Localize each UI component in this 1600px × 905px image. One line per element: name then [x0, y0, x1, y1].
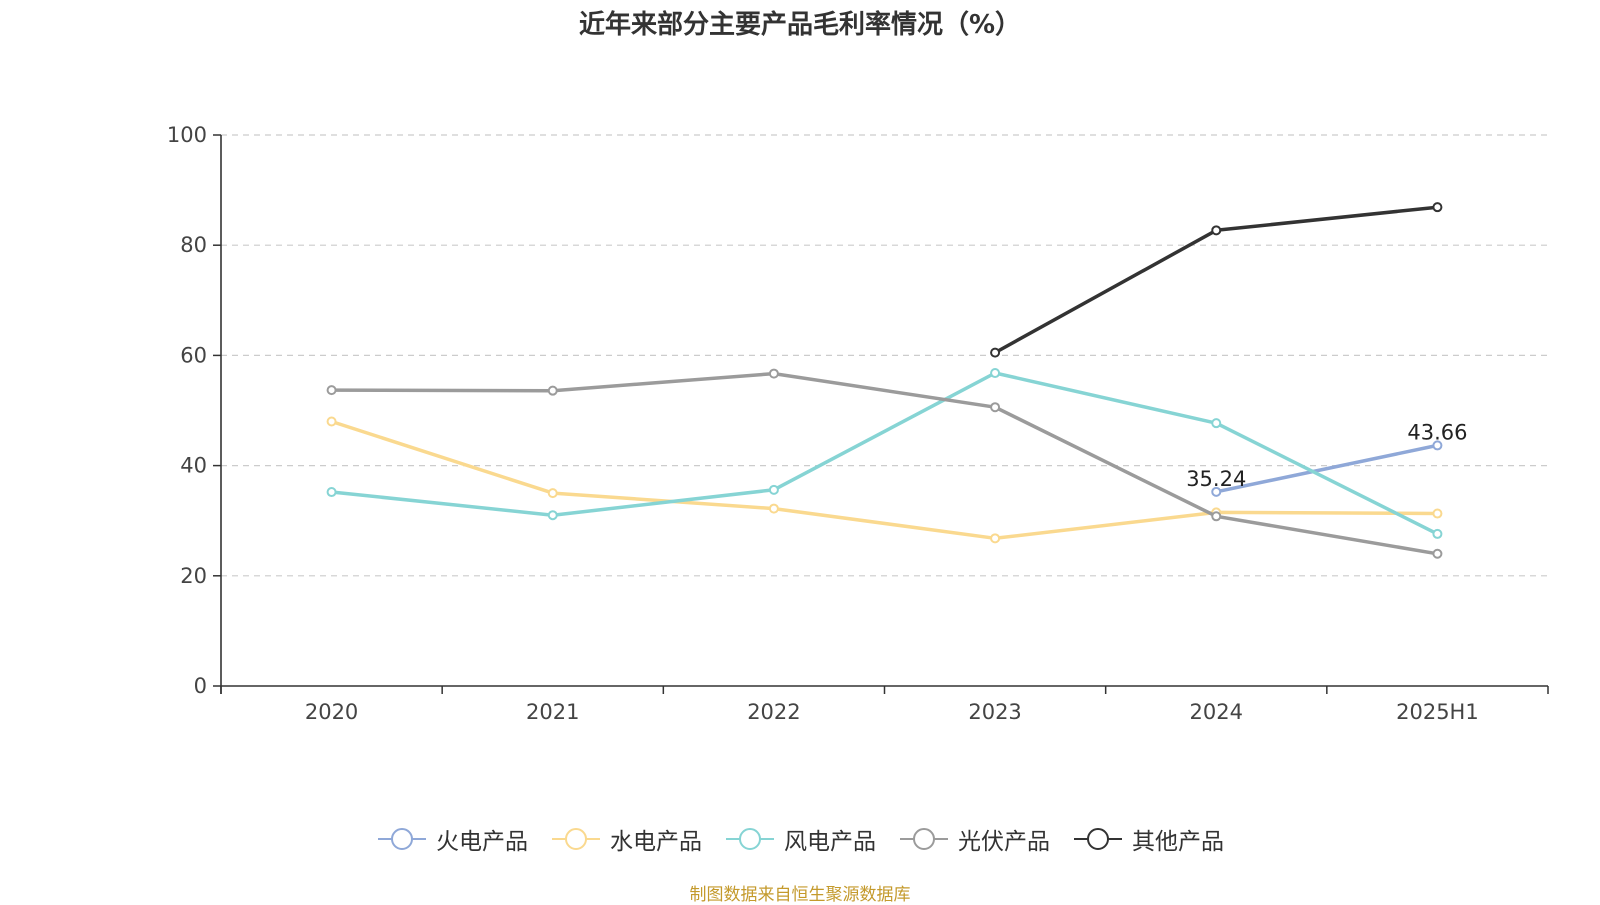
- series-line: [329, 371, 1440, 556]
- legend-item[interactable]: 风电产品: [724, 822, 876, 856]
- data-point: [326, 385, 337, 396]
- legend-marker-icon: [552, 828, 600, 850]
- legend-marker-icon: [1074, 828, 1122, 850]
- data-point: [1211, 225, 1222, 236]
- data-point: [990, 402, 1001, 413]
- legend-item[interactable]: 水电产品: [550, 822, 702, 856]
- legend-marker-icon: [378, 828, 426, 850]
- series-lines: [326, 202, 1443, 559]
- grid-lines: [221, 134, 1548, 577]
- data-point: [326, 416, 337, 427]
- data-point: [768, 503, 779, 514]
- series-line: [329, 371, 1440, 536]
- y-tick-label: 60: [180, 343, 207, 367]
- legend-label: 水电产品: [610, 829, 702, 855]
- series-2: [326, 368, 1443, 539]
- data-point: [547, 385, 558, 396]
- chart-title: 近年来部分主要产品毛利率情况（%）: [578, 10, 1022, 40]
- data-point: [1432, 548, 1443, 559]
- data-point: [326, 487, 337, 498]
- data-point: [990, 368, 1001, 379]
- data-point: [768, 368, 779, 379]
- data-point: [1211, 486, 1222, 497]
- data-point: [1211, 511, 1222, 522]
- data-point: [547, 488, 558, 499]
- data-point: [1432, 202, 1443, 213]
- data-point: [1211, 418, 1222, 429]
- y-tick-label: 100: [167, 123, 207, 147]
- data-point: [990, 347, 1001, 358]
- series-0: [1211, 440, 1443, 497]
- legend-label: 火电产品: [436, 829, 528, 855]
- x-tick-label: 2024: [1190, 700, 1243, 724]
- series-4: [990, 202, 1443, 358]
- y-tick-label: 40: [180, 454, 207, 478]
- axes: 0 20 40 60 80 100 2020 2021 2022 2023 2024 2025H1: [167, 123, 1549, 724]
- data-labels: 35.24 43.66: [1186, 420, 1467, 490]
- data-point: [1432, 528, 1443, 539]
- series-3: [326, 368, 1443, 559]
- source-note: 制图数据来自恒生聚源数据库: [689, 885, 911, 905]
- legend-label: 其他产品: [1132, 829, 1224, 855]
- y-tick-label: 80: [180, 233, 207, 257]
- data-point: [768, 484, 779, 495]
- x-tick-label: 2025H1: [1396, 700, 1479, 724]
- legend-label: 光伏产品: [958, 829, 1050, 855]
- data-point: [1432, 508, 1443, 519]
- legend-label: 风电产品: [784, 829, 876, 855]
- data-label: 43.66: [1407, 420, 1467, 444]
- y-tick-label: 0: [194, 674, 207, 698]
- series-line: [329, 419, 1440, 541]
- data-label: 35.24: [1186, 467, 1246, 491]
- y-tick-label: 20: [180, 564, 207, 588]
- legend-item[interactable]: 其他产品: [1072, 822, 1224, 856]
- x-tick-label: 2020: [305, 700, 358, 724]
- data-point: [547, 510, 558, 521]
- legend-marker-icon: [726, 828, 774, 850]
- data-point: [1432, 440, 1443, 451]
- legend: 火电产品 水电产品 风电产品 光伏产品 其他产品: [0, 822, 1600, 856]
- x-tick-label: 2021: [526, 700, 579, 724]
- legend-item[interactable]: 光伏产品: [898, 822, 1050, 856]
- x-tick-label: 2023: [968, 700, 1021, 724]
- data-point: [990, 533, 1001, 544]
- series-line: [1214, 443, 1440, 494]
- legend-marker-icon: [900, 828, 948, 850]
- x-tick-label: 2022: [747, 700, 800, 724]
- legend-item[interactable]: 火电产品: [376, 822, 528, 856]
